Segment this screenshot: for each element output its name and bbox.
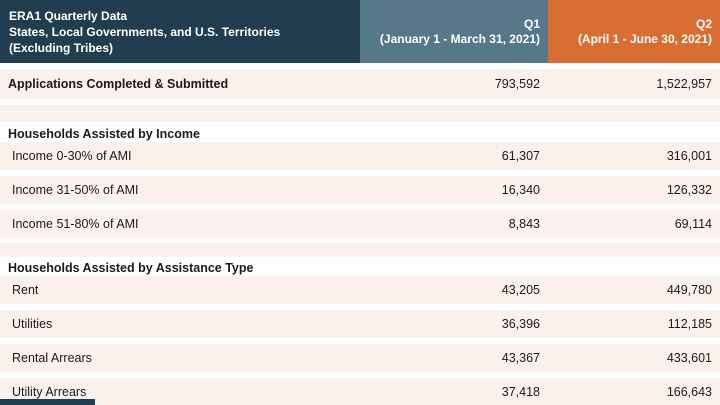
table-title-block: ERA1 Quarterly Data States, Local Govern… <box>0 0 360 63</box>
row-q2-value: 316,001 <box>666 149 712 163</box>
section-spacer <box>0 105 720 122</box>
row-label: Utility Arrears <box>12 384 87 399</box>
row-q1-value: 43,367 <box>501 351 540 365</box>
row-q1-value: 16,340 <box>501 183 540 197</box>
q1-period: (January 1 - March 31, 2021) <box>379 31 540 46</box>
table-header: ERA1 Quarterly Data States, Local Govern… <box>0 0 720 63</box>
q1-column-header: Q1 (January 1 - March 31, 2021) <box>360 0 548 63</box>
row-q1-value: 8,843 <box>508 217 540 231</box>
table-row-rental-arrears: Rental Arrears 43,367 433,601 <box>0 344 720 372</box>
row-label: Income 31-50% of AMI <box>12 183 139 197</box>
table-row-applications: Applications Completed & Submitted 793,5… <box>0 69 720 99</box>
section-header-assistance-type: Households Assisted by Assistance Type <box>0 259 720 276</box>
q2-period: (April 1 - June 30, 2021) <box>577 31 712 46</box>
row-q2-value: 449,780 <box>666 283 712 297</box>
row-label: Rent <box>12 283 39 297</box>
row-q1-value: 793,592 <box>494 77 540 91</box>
q2-label: Q2 <box>695 16 712 31</box>
row-q2-value: 126,332 <box>666 183 712 197</box>
table-title-line-2: States, Local Governments, and U.S. Terr… <box>9 25 281 39</box>
row-label: Income 51-80% of AMI <box>12 217 139 231</box>
next-table-header-sliver <box>0 399 95 405</box>
row-q1-value: 37,418 <box>501 384 540 399</box>
row-q1-value: 36,396 <box>501 317 540 331</box>
table-row-income-31-50: Income 31-50% of AMI 16,340 126,332 <box>0 176 720 204</box>
row-label: Utilities <box>12 317 53 331</box>
table-row-income-51-80: Income 51-80% of AMI 8,843 69,114 <box>0 210 720 238</box>
table-row-income-0-30: Income 0-30% of AMI 61,307 316,001 <box>0 142 720 170</box>
section-header-income: Households Assisted by Income <box>0 125 720 142</box>
row-q2-value: 166,643 <box>666 384 712 399</box>
table-title-line-1: ERA1 Quarterly Data <box>9 9 128 23</box>
row-label: Applications Completed & Submitted <box>8 77 229 91</box>
section-spacer <box>0 243 720 257</box>
table-title-line-3: (Excluding Tribes) <box>9 41 114 55</box>
q2-column-header: Q2 (April 1 - June 30, 2021) <box>548 0 720 63</box>
row-q1-value: 43,205 <box>501 283 540 297</box>
row-q2-value: 112,185 <box>667 317 712 331</box>
row-label: Income 0-30% of AMI <box>12 149 132 163</box>
table-row-rent: Rent 43,205 449,780 <box>0 276 720 304</box>
q1-label: Q1 <box>523 16 540 31</box>
row-q2-value: 69,114 <box>674 217 712 231</box>
table-row-utilities: Utilities 36,396 112,185 <box>0 310 720 338</box>
table-row-utility-arrears: Utility Arrears 37,418 166,643 <box>0 378 720 405</box>
row-label: Rental Arrears <box>12 351 92 365</box>
row-q2-value: 1,522,957 <box>656 77 712 91</box>
row-q1-value: 61,307 <box>501 149 540 163</box>
row-q2-value: 433,601 <box>666 351 712 365</box>
